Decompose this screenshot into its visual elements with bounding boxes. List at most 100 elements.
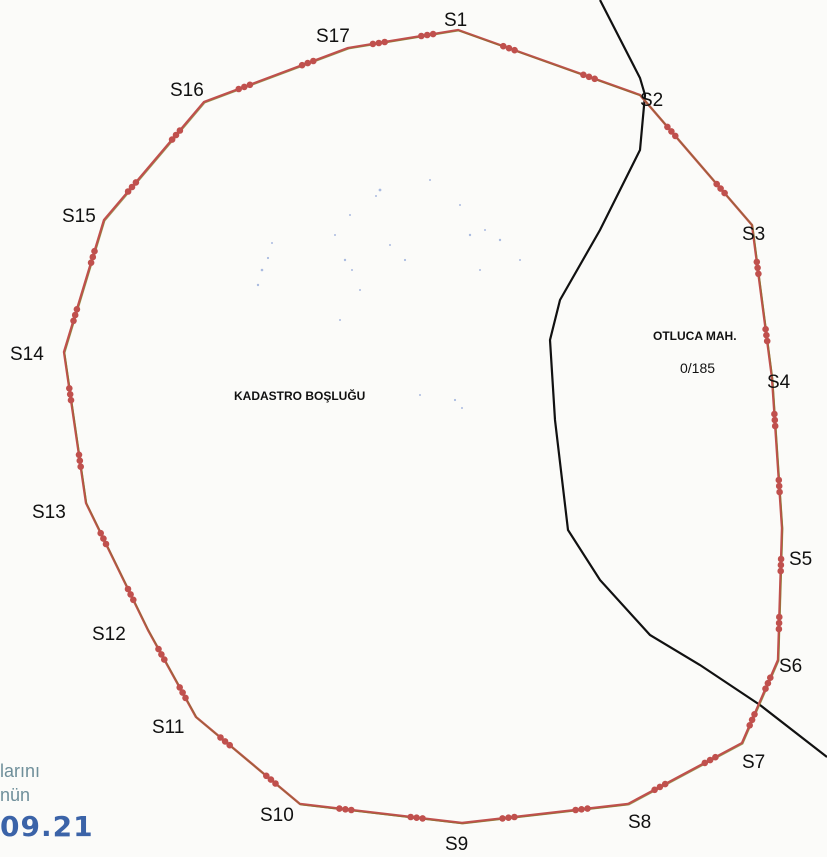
- boundary-mark: [775, 619, 783, 627]
- boundary-mark: [130, 596, 137, 604]
- boundary-mark: [381, 38, 389, 46]
- boundary-mark: [127, 591, 134, 598]
- boundary-mark: [298, 61, 306, 69]
- boundary-mark: [73, 306, 81, 313]
- boundary-mark: [91, 247, 98, 255]
- vertex-label: S6: [779, 656, 802, 677]
- boundary-mark: [76, 457, 84, 465]
- vertex-label: S2: [640, 90, 663, 111]
- boundary-mark: [755, 270, 762, 278]
- boundary-mark: [241, 83, 248, 91]
- boundary-mark: [429, 30, 437, 38]
- vertex-label: S13: [32, 502, 66, 523]
- boundary-mark: [71, 311, 79, 319]
- boundary-mark: [217, 734, 224, 741]
- vertex-label: S14: [10, 344, 44, 365]
- boundary-olive-shadow: [64, 30, 784, 825]
- boundary-mark: [246, 81, 254, 89]
- boundary-mark: [668, 128, 675, 135]
- boundary-mark: [775, 625, 783, 633]
- boundary-mark: [342, 806, 349, 813]
- boundary-mark: [407, 813, 415, 821]
- boundary-mark: [777, 555, 785, 563]
- boundary-mark: [746, 722, 753, 729]
- boundary-mark: [419, 815, 426, 822]
- boundary-mark: [751, 711, 758, 718]
- boundary-mark: [348, 806, 355, 814]
- boundary-mark: [176, 127, 184, 134]
- neighbour-boundary-line: [548, 0, 827, 758]
- boundary-mark: [161, 656, 168, 663]
- boundary-mark: [762, 325, 769, 333]
- boundary-mark: [777, 567, 784, 575]
- boundary-mark: [418, 32, 425, 40]
- vertex-label: S4: [767, 372, 791, 393]
- boundary-mark: [172, 131, 180, 139]
- boundary-mark: [66, 391, 74, 398]
- vertex-label: S7: [742, 752, 765, 773]
- boundary-mark: [591, 75, 598, 83]
- boundary-mark: [132, 179, 140, 186]
- boundary-mark: [706, 756, 714, 764]
- boundary-mark: [664, 123, 671, 131]
- boundary-mark: [87, 259, 95, 267]
- boundary-mark: [775, 482, 783, 490]
- boundary-mark: [585, 73, 593, 81]
- vertex-label: S11: [152, 717, 184, 738]
- boundary-mark: [97, 529, 104, 537]
- boundary-mark: [375, 39, 383, 47]
- boundary-mark: [776, 613, 783, 621]
- boundary-mark: [226, 741, 233, 749]
- boundary-mark: [155, 645, 162, 653]
- boundary-mark: [67, 396, 75, 404]
- vertex-label: S17: [316, 26, 350, 47]
- boundary-mark: [272, 780, 279, 787]
- boundary-mark: [505, 44, 513, 52]
- boundary-mark: [712, 753, 719, 761]
- boundary-mark: [179, 689, 186, 696]
- neighbour-name: OTLUCA MAH.: [653, 329, 737, 343]
- boundary-mark: [128, 183, 136, 191]
- boundary-mark: [701, 759, 709, 767]
- vertex-label: S16: [170, 80, 204, 101]
- vertex-label: S1: [444, 10, 467, 31]
- vertex-label: S12: [92, 624, 126, 645]
- boundary-mark: [762, 685, 769, 692]
- boundary-mark: [580, 71, 587, 79]
- boundary-mark: [263, 772, 270, 780]
- vertex-label: S10: [260, 805, 294, 826]
- boundary-mark: [661, 780, 669, 788]
- boundary-mark: [763, 331, 770, 339]
- boundary-mark: [753, 258, 761, 266]
- area-label: KADASTRO BOŞLUĞU: [234, 388, 365, 403]
- boundary-mark: [336, 805, 343, 812]
- boundary-mark: [89, 253, 97, 261]
- boundary-mark: [168, 136, 176, 143]
- vertex-label: S9: [445, 834, 468, 855]
- boundary-polygon: [62, 28, 784, 825]
- boundary-mark: [776, 488, 783, 496]
- boundary-mark: [499, 815, 506, 822]
- boundary-mark: [267, 776, 275, 783]
- boundary-mark: [767, 674, 774, 681]
- vertex-label: S3: [742, 224, 765, 245]
- boundary-mark: [77, 463, 84, 471]
- boundary-mark: [764, 679, 772, 687]
- neighbour-parcel-number: 0/185: [680, 360, 715, 376]
- boundary-mark: [721, 189, 728, 197]
- stamp-text-fragment: larını: [0, 761, 41, 781]
- boundary-marks: [66, 30, 785, 822]
- boundary-mark: [713, 180, 720, 188]
- vertex-label: S5: [789, 549, 812, 570]
- boundary-mark: [771, 422, 779, 430]
- faded-stamp-speckle: [256, 179, 521, 409]
- boundary-mark: [70, 317, 77, 325]
- boundary-mark: [505, 814, 512, 821]
- boundary-mark: [763, 337, 771, 345]
- boundary-mark: [310, 57, 317, 65]
- boundary-mark: [182, 694, 189, 702]
- boundary-mark: [413, 814, 420, 821]
- boundary-mark: [511, 813, 518, 821]
- boundary-mark: [771, 410, 778, 418]
- boundary-mark: [578, 806, 585, 813]
